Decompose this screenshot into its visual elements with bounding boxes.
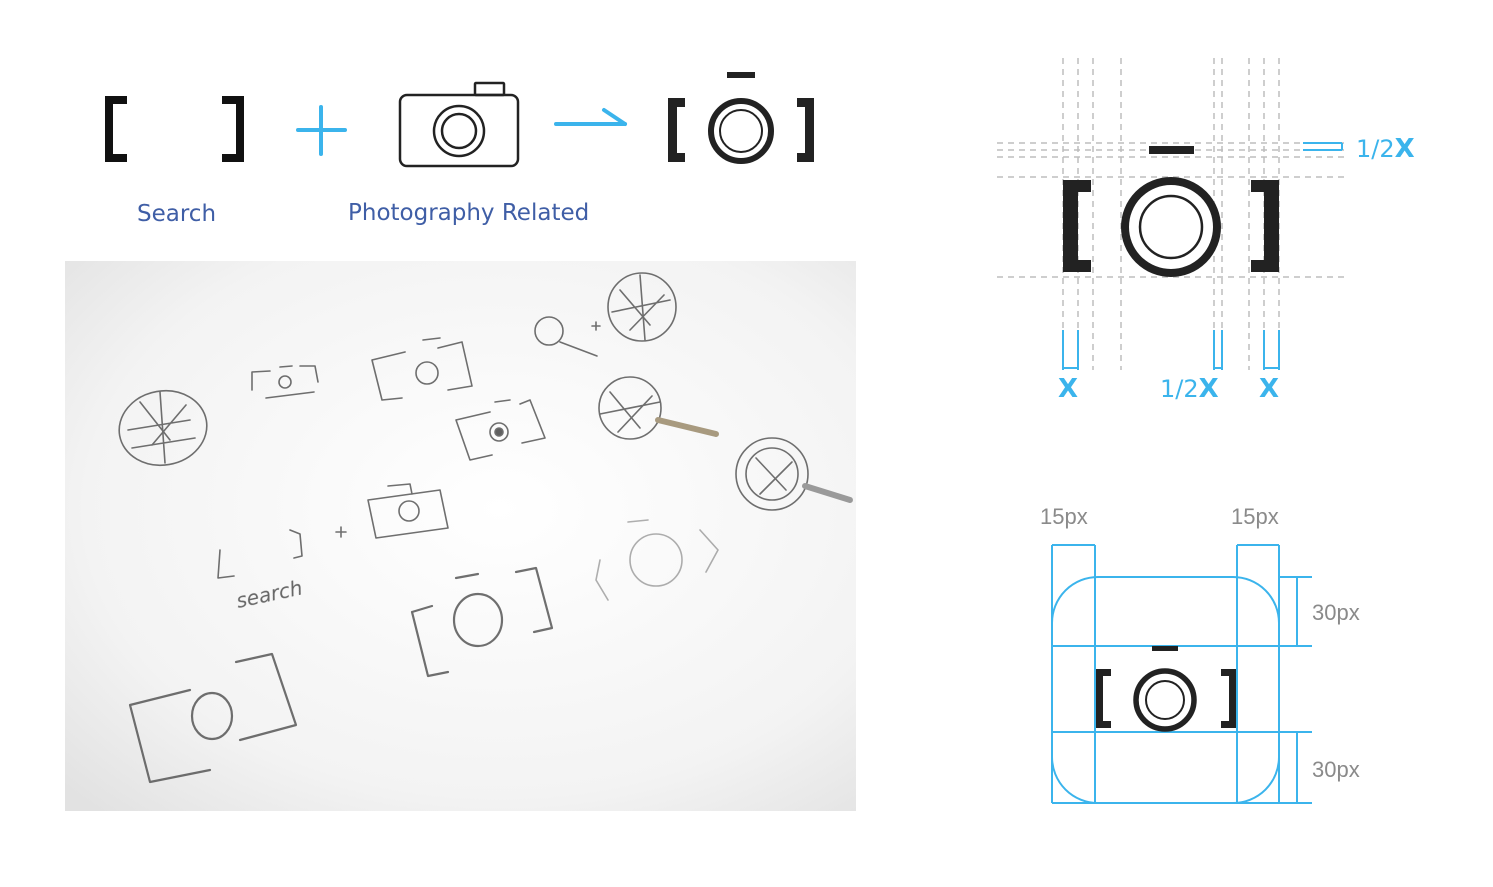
sketch-small-camera-icon: [251, 365, 319, 399]
x-right-label: X: [1259, 374, 1279, 404]
search-label: Search: [137, 201, 216, 227]
sketch-brackets-icon: [217, 529, 303, 579]
top-margin-label: 30px: [1312, 600, 1360, 625]
half-x-right-label: 1/2X: [1356, 134, 1415, 164]
combined-logo-icon: [668, 72, 814, 164]
sketch-faint-logo-icon: [595, 519, 719, 601]
left-margin-label: 15px: [1040, 504, 1088, 529]
sketch-aperture-top-icon: [607, 272, 677, 342]
photography-related-label: Photography Related: [348, 200, 589, 226]
arrow-icon: [554, 108, 627, 126]
sketch-aperture-magnifier-large-icon: [735, 437, 853, 511]
app-icon-outline: [1051, 576, 1280, 804]
half-x-bottom-label: 1/2X: [1160, 374, 1219, 404]
sketch-aperture-magnifier-icon: [598, 376, 719, 440]
grid-measure-markers: [1062, 142, 1343, 370]
sketch-bracket-camera-icon: [371, 337, 473, 401]
sketch-large-frame-icon: [128, 652, 298, 784]
x-left-label: X: [1058, 374, 1078, 404]
sketch-camera-icon: [335, 483, 449, 539]
camera-icon: [398, 81, 520, 168]
sketch-logo-icon: [410, 566, 554, 678]
bottom-margin-label: 30px: [1312, 757, 1360, 782]
sketch-photo: search: [65, 261, 856, 811]
concept-row: Search Photography Related: [105, 72, 814, 227]
app-icon-logo-icon: [1096, 646, 1236, 732]
sketch-aperture-icon: [118, 389, 208, 467]
sketch-magnifier-icon: [534, 316, 601, 357]
plus-icon: [296, 105, 347, 156]
right-margin-label: 15px: [1231, 504, 1279, 529]
grid-spec-diagram: 1/2X X 1/2X X: [997, 58, 1415, 404]
app-icon-spec-diagram: 15px 15px 30px 30px: [1040, 504, 1360, 804]
search-brackets-icon: [105, 96, 244, 162]
sketch-camera-lens-icon: [455, 399, 546, 461]
grid-logo-icon: [1063, 146, 1279, 277]
grid-guides: [997, 58, 1346, 370]
